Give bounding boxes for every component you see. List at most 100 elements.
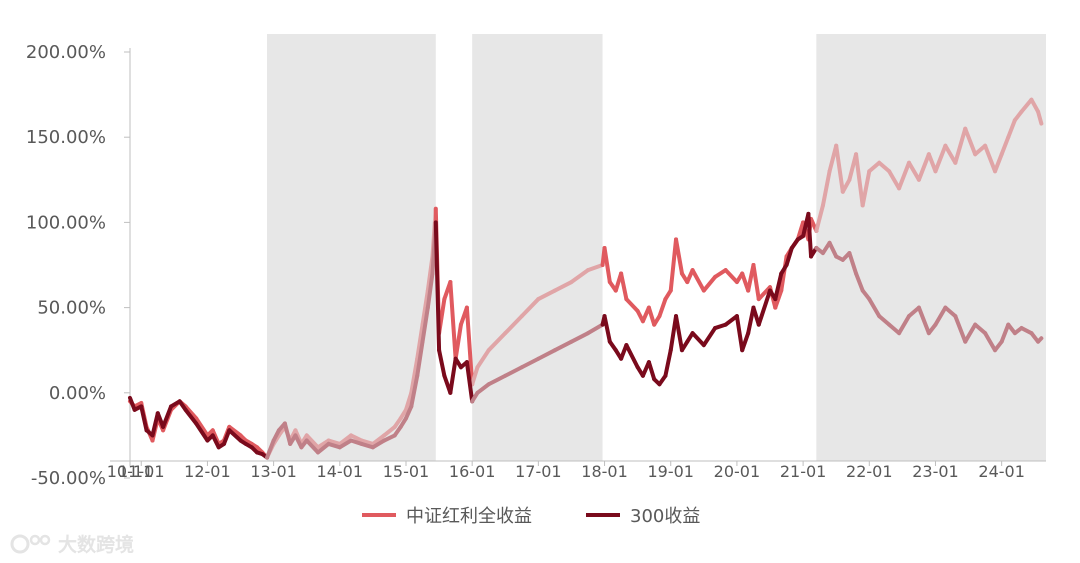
series-segment-0 [953,126,968,165]
legend-label-csi300: 300收益 [630,506,701,527]
series-segment-0 [657,297,668,319]
legend-item-dividend[interactable]: 中证红利全收益 [362,502,532,528]
series-segment-1 [854,271,865,293]
legend-swatch-csi300 [586,513,620,517]
y-tick-label: 200.00% [26,42,106,63]
shaded-period-0 [267,34,436,461]
series-segment-1 [409,373,420,409]
series-segment-0 [464,305,475,387]
series-segment-1 [827,240,839,259]
series-segment-1 [784,245,794,267]
x-tick-label: 19-01 [647,462,694,481]
series-segment-1 [464,360,475,404]
y-tick-label: 0.00% [49,383,106,404]
series-segment-1 [194,421,210,443]
series-segment-1 [420,305,430,344]
series-segment-0 [887,169,902,191]
series-segment-1 [150,411,160,438]
series-segment-0 [1029,97,1041,114]
series-segment-1 [674,314,684,353]
series-segment-1 [663,348,673,378]
series-segment-1 [433,220,442,353]
series-segment-1 [304,438,320,455]
series-segment-0 [933,143,948,174]
x-tick-label: 18-01 [581,462,628,481]
series-segment-1 [486,373,508,387]
series-segment-1 [210,433,221,450]
legend-label-dividend: 中证红利全收益 [406,506,532,527]
series-segment-0 [453,322,463,361]
series-segment-1 [983,331,998,353]
series-segment-1 [887,322,902,336]
series-segment-1 [315,441,331,455]
x-tick-label: 14-01 [317,462,364,481]
x-tick-label: 15-01 [383,462,430,481]
series-segment-1 [701,326,718,348]
series-segment-1 [624,343,640,370]
series-segment-1 [963,322,978,344]
series-segment-1 [139,404,149,433]
series-segment-0 [756,285,773,302]
series-segment-0 [519,297,541,319]
series-segment-0 [552,280,574,293]
x-tick-label: 12-01 [184,462,231,481]
series-segment-0 [973,143,988,157]
y-tick-label: 100.00% [26,212,106,233]
series-segment-1 [723,314,739,327]
series-segment-0 [834,143,845,194]
series-segment-0 [194,416,210,438]
series-segment-1 [183,407,199,426]
series-segment-0 [860,169,872,208]
series-segment-1 [293,433,304,450]
series-segment-1 [943,305,958,319]
watermark-logo-icon [10,534,51,553]
series-segment-0 [1006,118,1017,140]
watermark: 大数跨境 [10,530,134,557]
series-segment-0 [470,365,480,387]
series-segment-1 [690,331,706,348]
series-segment-1 [475,382,491,395]
series-segment-0 [840,177,852,194]
series-segment-0 [1036,109,1044,126]
legend-item-csi300[interactable]: 300收益 [586,502,700,528]
series-segment-0 [713,268,728,279]
series-segment-1 [282,421,293,446]
series-segment-0 [646,305,657,327]
series-segment-1 [1036,336,1044,344]
series-segment-0 [668,237,679,293]
series-segment-0 [315,438,331,450]
series-segment-1 [746,305,756,336]
series-segment-0 [993,152,1004,174]
series-segment-1 [221,428,232,446]
series-segment-1 [756,288,773,327]
series-segment-0 [227,424,243,438]
x-tick-label: 22-01 [846,462,893,481]
series-segment-0 [963,126,978,157]
shaded-period-2 [816,34,1046,461]
series-segment-0 [814,203,825,233]
series-segment-1 [602,314,612,344]
series-segment-0 [403,390,414,412]
shaded-periods [267,34,1046,461]
series-segment-0 [382,424,397,438]
shaded-period-1 [472,34,603,461]
series-segment-1 [933,305,948,327]
series-segment-1 [403,404,414,421]
series-segment-1 [734,314,745,353]
series-segment-0 [751,263,761,302]
x-tick-label: 21-01 [780,462,827,481]
series-segment-1 [536,348,557,361]
series-segment-1 [437,348,447,378]
x-tick-label: 13-01 [250,462,297,481]
series-segment-0 [1019,97,1034,114]
series-segment-0 [916,152,931,182]
series-segment-1 [519,356,541,370]
series-segment-1 [586,322,605,336]
y-tick-labels: 200.00% 150.00% 100.00% 50.00% 0.00% -50.00% [26,42,130,489]
y-tick-label: 150.00% [26,127,106,148]
x-tick-label: 20-01 [714,462,761,481]
series-segment-0 [867,160,882,174]
series-segment-0 [897,160,911,191]
series-segment-1 [161,404,174,429]
